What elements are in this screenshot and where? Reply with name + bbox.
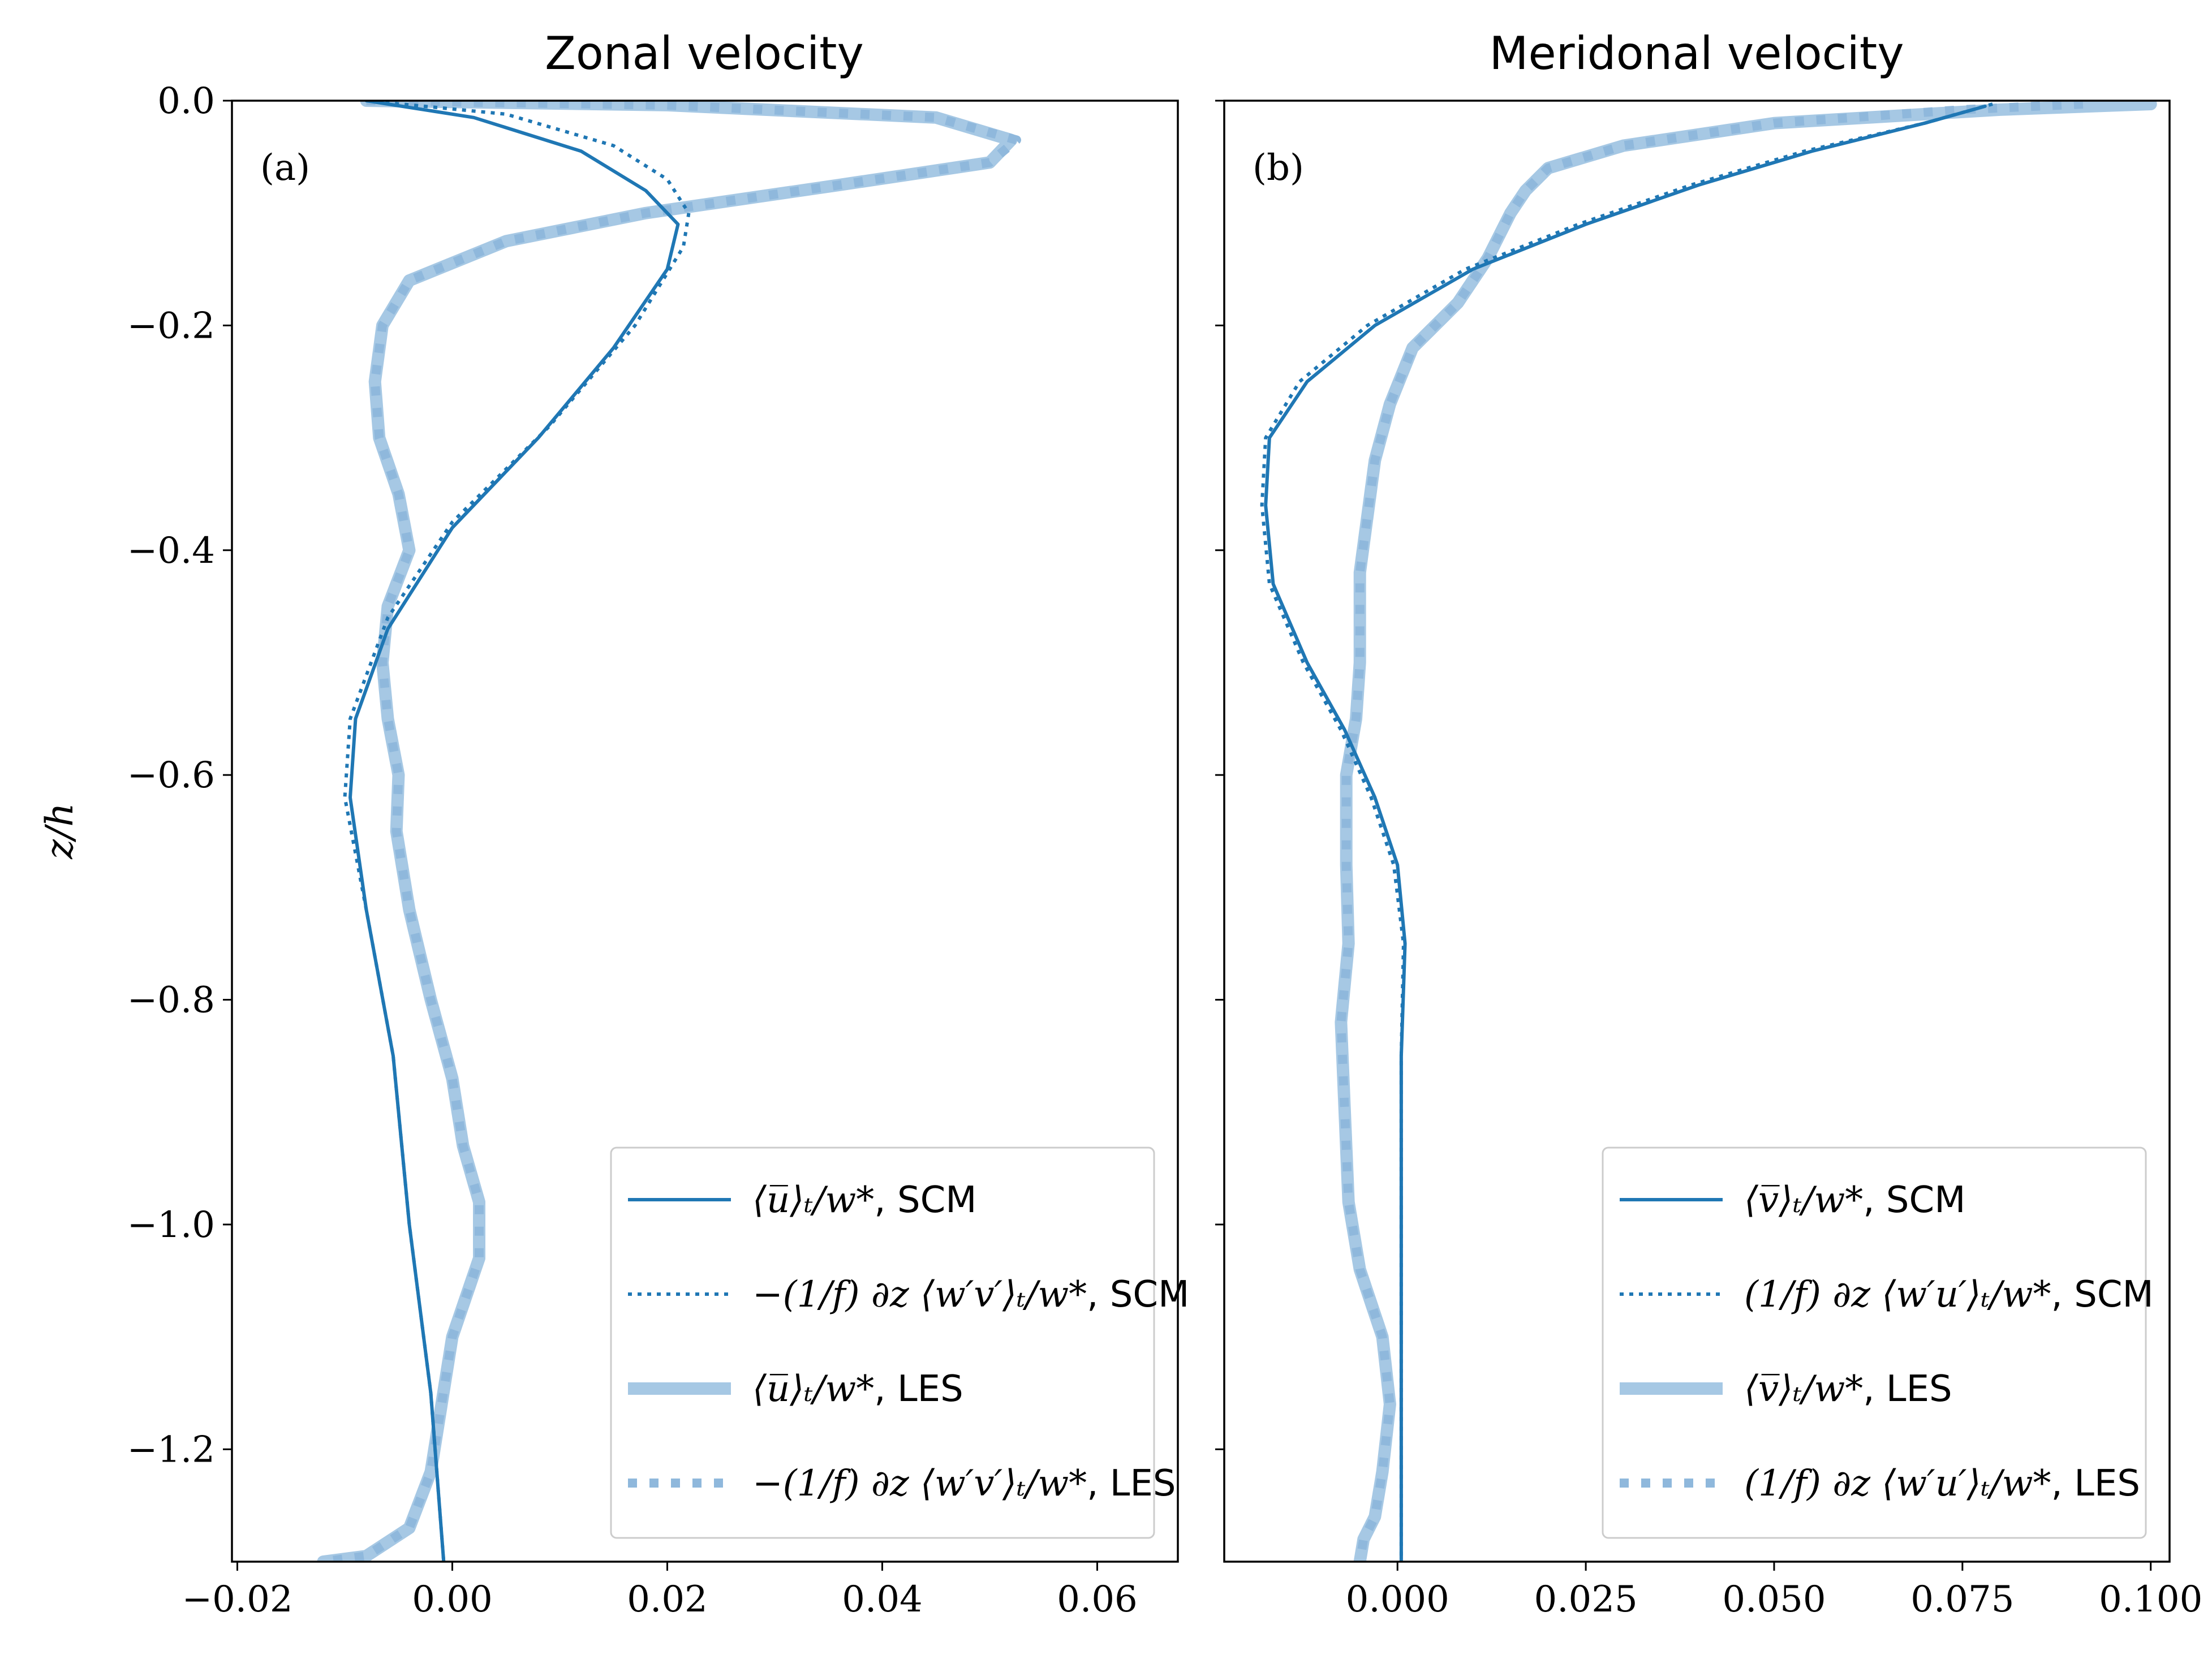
panel-a-legend-label: −(1/f) ∂z ⟨w′v′⟩ₜ/w*, SCM [752, 1274, 1189, 1316]
panel-zonal-velocity: Zonal velocity −0.02 0.00 0.02 0.04 0.06 0.0… [38, 27, 1189, 1620]
panel-b-series-1 [1260, 102, 1993, 1562]
panel-a-legend-box [610, 1147, 1155, 1539]
panel-b-x-tick-label: 0.100 [2099, 1579, 2202, 1620]
panel-b-legend: ⟨v̅⟩ₜ/w*, SCM (1/f) ∂z ⟨w′u′⟩ₜ/w*, SCM ⟨v̅… [1602, 1147, 2154, 1539]
panel-a-y-ticks: 0.0 −0.2 −0.4 −0.6 −0.8 −1.0 −1.2 [127, 80, 232, 1471]
panel-b-legend-label: ⟨v̅⟩ₜ/w*, SCM [1744, 1179, 1965, 1221]
panel-meridonal-velocity: Meridonal velocity 0.000 0.025 0.050 0.075 0… [1215, 27, 2202, 1620]
panel-a-y-tick-label: −0.8 [127, 980, 215, 1022]
panel-a-x-ticks: −0.02 0.00 0.02 0.04 0.06 [182, 1562, 1138, 1620]
panel-a-legend: ⟨u̅⟩ₜ/w*, SCM −(1/f) ∂z ⟨w′v′⟩ₜ/w*, SCM ⟨u… [610, 1147, 1189, 1539]
panel-a-series-1 [343, 101, 691, 1562]
panel-a-legend-label: −(1/f) ∂z ⟨w′v′⟩ₜ/w*, LES [752, 1463, 1176, 1505]
panel-b-series-group [1260, 101, 2157, 1562]
panel-b-legend-label: (1/f) ∂z ⟨w′u′⟩ₜ/w*, SCM [1744, 1274, 2154, 1316]
panel-a-y-tick-label: −1.0 [127, 1204, 215, 1246]
panel-b-series-0 [1264, 104, 1987, 1562]
panel-a-series-3 [322, 101, 1021, 1562]
panel-a-y-tick-label: −0.6 [127, 755, 215, 796]
panel-b-legend-label: ⟨v̅⟩ₜ/w*, LES [1744, 1368, 1952, 1410]
panel-a-x-tick-label: 0.06 [1057, 1579, 1138, 1620]
panel-a-y-tick-label: −0.4 [127, 530, 215, 572]
panel-b-legend-label: (1/f) ∂z ⟨w′u′⟩ₜ/w*, LES [1744, 1463, 2140, 1505]
panel-a-series-group [317, 101, 1021, 1562]
panel-a-x-tick-label: 0.02 [627, 1579, 708, 1620]
panel-a-series-0 [348, 101, 680, 1562]
panel-b-frame [1223, 100, 2171, 1563]
panel-a-y-tick-label: 0.0 [157, 80, 215, 122]
panel-a-x-tick-label: −0.02 [182, 1579, 292, 1620]
panel-b-title: Meridonal velocity [1489, 27, 1904, 80]
panel-a-legend-label: ⟨u̅⟩ₜ/w*, LES [752, 1368, 963, 1410]
panel-a-title: Zonal velocity [545, 27, 864, 80]
y-axis-label: z/h [38, 803, 81, 860]
panel-a-y-tick-label: −1.2 [127, 1429, 215, 1471]
panel-b-label: (b) [1253, 147, 1304, 189]
panel-a-x-tick-label: 0.04 [842, 1579, 923, 1620]
panel-a-label: (a) [260, 147, 310, 189]
panel-b-legend-box [1602, 1147, 2147, 1539]
panel-b-x-ticks: 0.000 0.025 0.050 0.075 0.100 [1346, 1562, 2202, 1620]
panel-b-x-tick-label: 0.075 [1910, 1579, 2014, 1620]
panel-b-y-ticks [1215, 100, 1224, 1450]
panel-b-x-tick-label: 0.025 [1534, 1579, 1637, 1620]
panel-a-x-tick-label: 0.00 [412, 1579, 493, 1620]
panel-b-series-3 [1336, 101, 2084, 1562]
panel-b-x-tick-label: 0.050 [1722, 1579, 1826, 1620]
panel-a-frame [231, 100, 1179, 1563]
panel-b-x-tick-label: 0.000 [1346, 1579, 1449, 1620]
panel-a-legend-label: ⟨u̅⟩ₜ/w*, SCM [752, 1179, 977, 1221]
panel-a-y-tick-label: −0.2 [127, 305, 215, 347]
